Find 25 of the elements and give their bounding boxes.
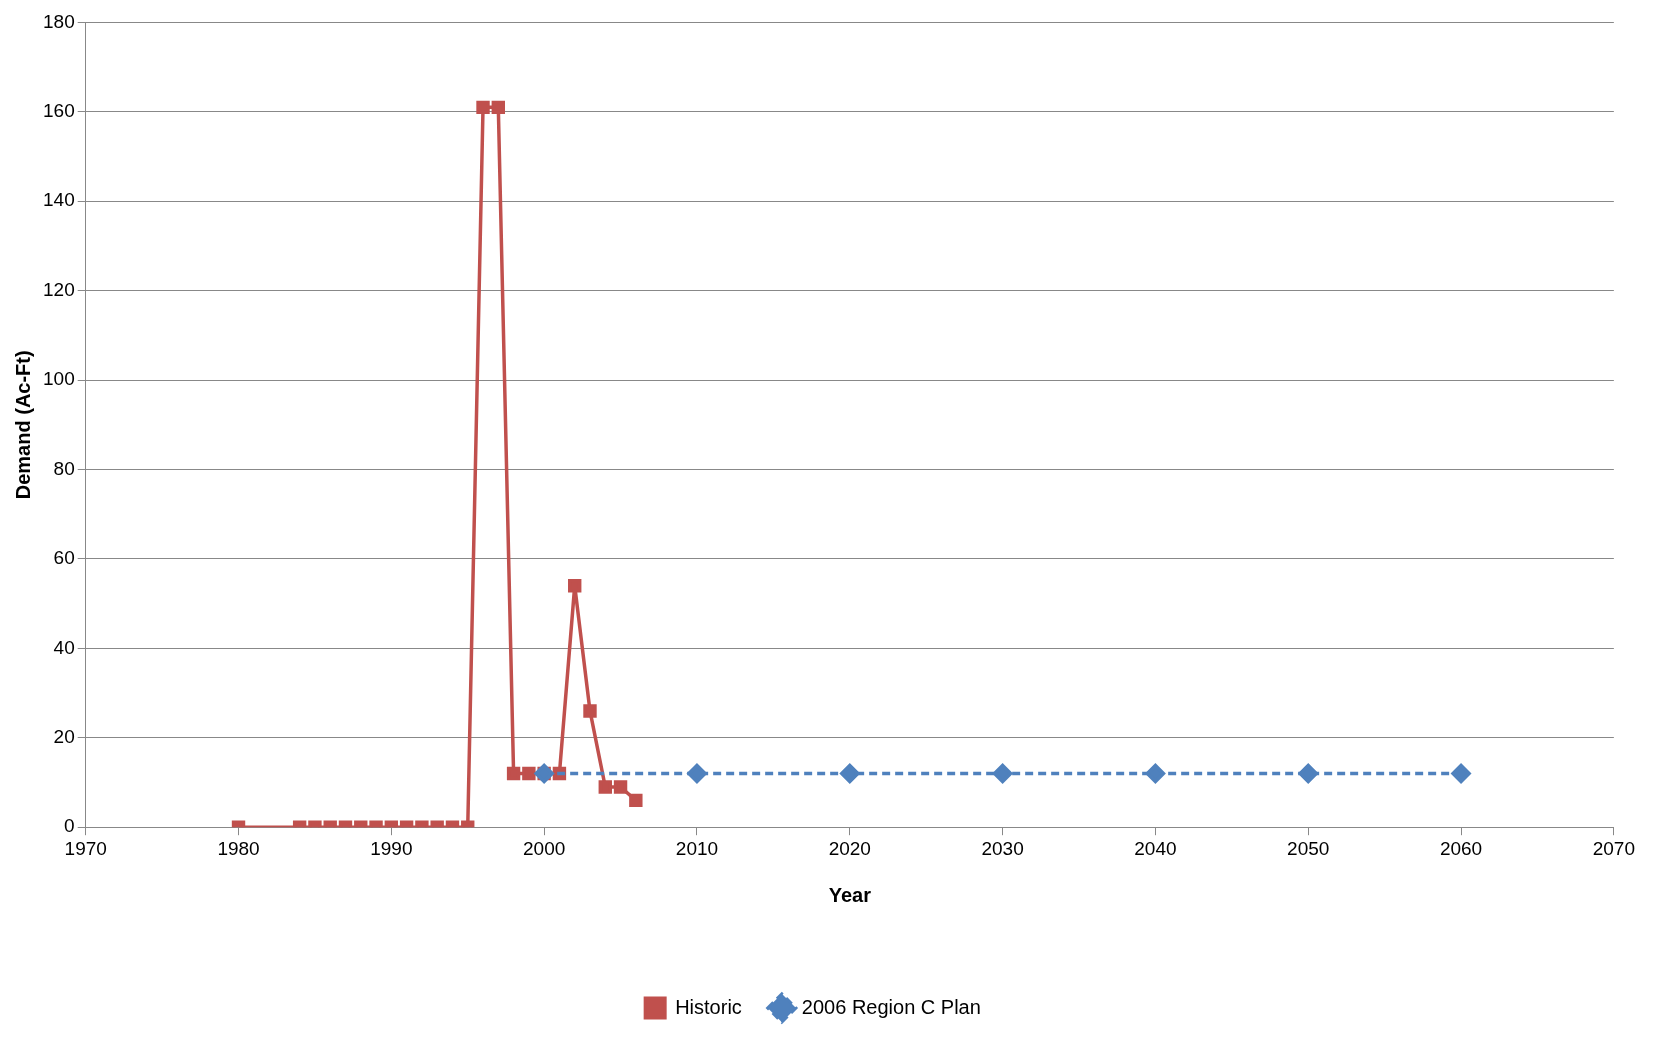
x-tick-label: 2030: [981, 837, 1024, 859]
y-tick-label: 160: [43, 100, 75, 122]
y-tick-label: 20: [53, 726, 75, 748]
x-tick-label: 1980: [217, 837, 260, 859]
y-axis-title: Demand (Ac-Ft): [11, 350, 34, 500]
y-tick-label: 100: [43, 368, 75, 390]
legend-label: Historic: [675, 995, 742, 1018]
y-tick-label: 60: [53, 547, 75, 569]
x-tick-label: 2040: [1134, 837, 1177, 859]
x-tick-label: 2070: [1592, 837, 1636, 859]
x-tick-label: 1970: [64, 837, 107, 859]
y-tick-label: 40: [53, 636, 75, 658]
x-tick-label: 1990: [370, 837, 413, 859]
legend-label: 2006 Region C Plan: [801, 995, 981, 1018]
y-tick-label: 120: [43, 278, 75, 300]
x-tick-label: 2010: [675, 837, 719, 859]
x-tick-label: 2050: [1287, 837, 1330, 859]
x-tick-label: 2060: [1439, 837, 1483, 859]
y-tick-label: 80: [53, 457, 75, 479]
y-tick-label: 140: [43, 189, 75, 211]
y-tick-label: 0: [64, 815, 75, 837]
x-tick-label: 2020: [828, 837, 871, 859]
y-tick-label: 180: [43, 10, 75, 32]
x-axis-title: Year: [828, 883, 872, 906]
x-tick-label: 2000: [523, 837, 566, 859]
